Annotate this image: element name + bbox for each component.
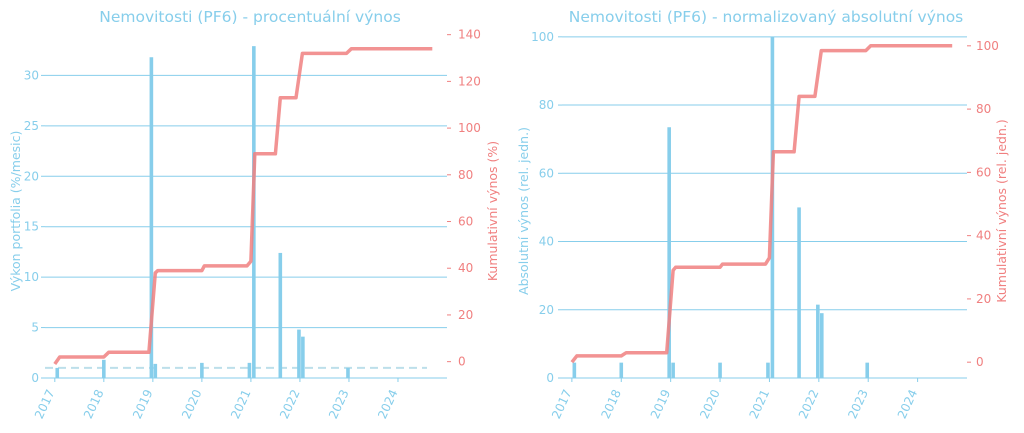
right-tick-label: 140 [458, 28, 481, 42]
bar [572, 362, 577, 378]
x-tick-label: 2024 [375, 387, 401, 421]
bar [278, 252, 283, 378]
bar [766, 362, 770, 378]
bar [297, 329, 301, 378]
bar [816, 304, 820, 378]
left-tick-label: 5 [31, 321, 39, 335]
x-tick-label: 2023 [326, 387, 352, 421]
left-tick-label: 100 [531, 30, 554, 44]
bar [153, 363, 158, 378]
right-tick-label: 120 [458, 74, 481, 88]
bar [865, 362, 870, 378]
bar [718, 362, 722, 378]
bar [102, 359, 106, 378]
bar [55, 367, 60, 378]
bar [346, 367, 350, 378]
right-tick-label: 20 [458, 308, 473, 322]
left-tick-label: 30 [24, 68, 39, 82]
x-tick-label: 2020 [179, 387, 205, 421]
bar [667, 127, 671, 378]
left-tick-label: 20 [539, 303, 554, 317]
cumulative-line [570, 44, 953, 364]
x-tick-label: 2020 [697, 387, 723, 421]
right-tick-label: 100 [458, 121, 481, 135]
right-tick-label: 80 [976, 102, 991, 116]
left-tick-label: 0 [546, 371, 554, 385]
x-tick-label: 2021 [228, 387, 254, 421]
bar [671, 362, 675, 378]
right-tick-label: 60 [458, 215, 473, 229]
bar [797, 207, 801, 378]
bar [301, 336, 305, 378]
right-axis-label: Kumulativní výnos (%) [485, 141, 500, 281]
right-tick-label: 60 [976, 165, 991, 179]
right-tick-label: 80 [458, 168, 473, 182]
cumulative-line [53, 46, 433, 366]
right-tick-label: 40 [976, 229, 991, 243]
x-tick-label: 2019 [130, 387, 156, 421]
right-tick-label: 0 [458, 355, 466, 369]
right-tick-label: 40 [458, 261, 473, 275]
chart-title: Nemovitosti (PF6) - procentuální výnos [99, 8, 401, 26]
left-tick-label: 80 [539, 98, 554, 112]
chart-title: Nemovitosti (PF6) - normalizovaný absolu… [569, 8, 964, 26]
left-tick-label: 0 [31, 371, 39, 385]
x-tick-label: 2018 [81, 387, 107, 421]
bar [247, 362, 252, 378]
chart-normalized-return: Nemovitosti (PF6) - normalizovaný absolu… [516, 8, 1009, 421]
x-tick-label: 2018 [598, 387, 624, 421]
left-tick-label: 10 [24, 270, 39, 284]
x-tick-label: 2024 [895, 387, 921, 421]
bar [619, 362, 624, 378]
right-tick-label: 20 [976, 292, 991, 306]
x-tick-label: 2022 [277, 387, 303, 421]
left-axis-label: Výkon portfolia (%/mesic) [8, 131, 23, 292]
x-tick-label: 2021 [747, 387, 773, 421]
left-tick-label: 60 [539, 166, 554, 180]
chart-percent-return: Nemovitosti (PF6) - procentuální výnos V… [8, 8, 500, 421]
left-tick-label: 25 [24, 119, 39, 133]
bar [200, 362, 204, 378]
left-tick-label: 40 [539, 235, 554, 249]
x-tick-label: 2017 [549, 387, 575, 421]
bar [149, 57, 154, 379]
right-tick-label: 100 [976, 39, 999, 53]
x-tick-label: 2017 [32, 387, 58, 421]
right-axis-label: Kumulativní výnos (rel. jedn.) [994, 119, 1009, 302]
left-tick-label: 20 [24, 169, 39, 183]
x-tick-label: 2022 [796, 387, 822, 421]
x-tick-label: 2019 [648, 387, 674, 421]
left-axis-label: Absolutní výnos (rel. jedn.) [516, 127, 531, 295]
x-tick-label: 2023 [845, 387, 871, 421]
right-tick-label: 0 [976, 355, 984, 369]
left-tick-label: 15 [24, 220, 39, 234]
bar [819, 313, 824, 378]
